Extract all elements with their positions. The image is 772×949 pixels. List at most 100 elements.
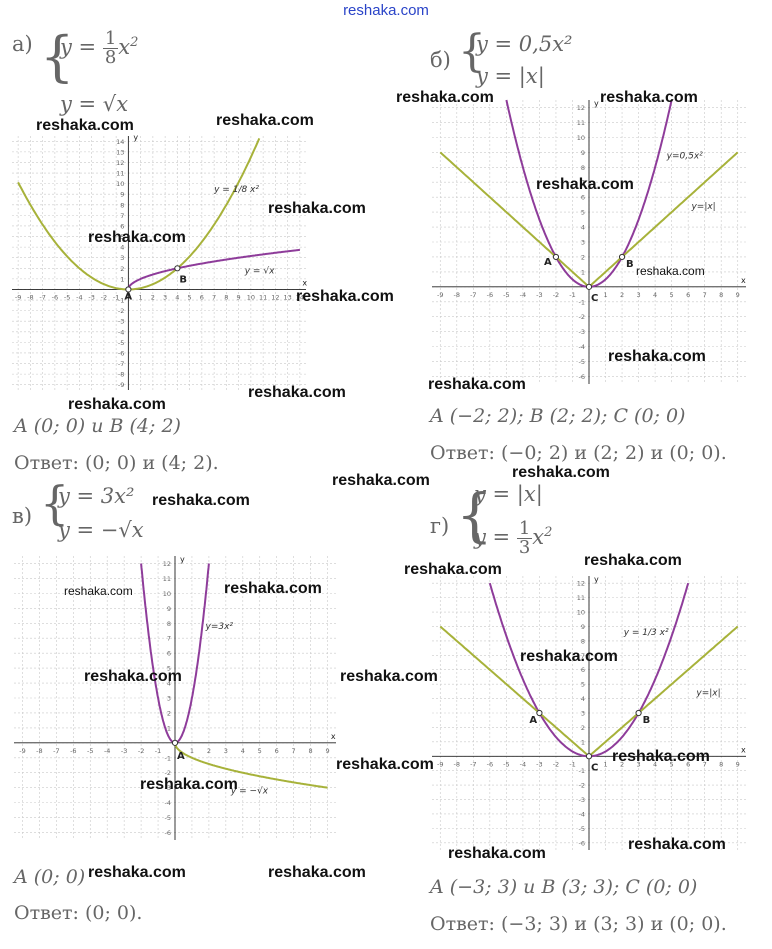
x-tick-label: -1: [155, 747, 161, 755]
x-tick-label: 13: [283, 293, 291, 301]
x-tick-label: -4: [104, 747, 110, 755]
watermark: reshaka.com: [600, 89, 698, 106]
eq-lhs: y =: [60, 35, 97, 59]
eq-var: x: [532, 525, 545, 549]
x-tick-label: 11: [259, 293, 267, 301]
equation-1: y = |x|: [474, 482, 543, 506]
y-tick-label: 4: [581, 695, 585, 703]
watermark: reshaka.com: [536, 176, 634, 193]
y-tick-label: -4: [118, 328, 124, 336]
y-tick-label: 1: [581, 738, 585, 746]
x-tick-label: 5: [258, 747, 262, 755]
watermark: reshaka.com: [268, 200, 366, 217]
y-tick-label: 5: [167, 665, 171, 673]
y-tick-label: 6: [120, 222, 124, 230]
x-tick-label: -6: [487, 760, 493, 768]
watermark: reshaka.com: [448, 845, 546, 862]
x-tick-label: -1: [569, 760, 575, 768]
graph-b: xy-9 -8 -7 -6 -5 -4 -3 -2 -1 1 2 3 4 5 6 7 8 9-6-5-4-3-2-…: [432, 99, 746, 384]
x-tick-label: 3: [224, 747, 228, 755]
y-tick-label: -3: [165, 784, 171, 792]
watermark: reshaka.com: [296, 288, 394, 305]
y-tick-label: -6: [118, 349, 124, 357]
y-tick-label: 2: [120, 265, 124, 273]
watermark: reshaka.com: [36, 117, 134, 134]
equation-2: y = |x|: [476, 64, 545, 88]
y-tick-label: -1: [579, 767, 585, 775]
site-header[interactable]: reshaka.com: [343, 2, 429, 19]
intersection-point: [552, 253, 560, 261]
y-tick-label: -4: [579, 810, 585, 818]
intersection-points: A (−2; 2); B (2; 2); C (0; 0): [430, 405, 686, 427]
watermark: reshaka.com: [612, 748, 710, 765]
x-tick-label: 7: [703, 760, 707, 768]
x-tick-label: -1: [113, 293, 119, 301]
intersection-point: [174, 265, 181, 272]
answer: Ответ: (0; 0) и (4; 2).: [14, 452, 219, 474]
y-tick-label: -4: [165, 799, 171, 807]
x-tick-label: 1: [603, 291, 607, 299]
y-tick-label: 7: [120, 212, 124, 220]
brace: {: [456, 481, 493, 549]
eq-lhs: y =: [474, 525, 511, 549]
point-label: A: [124, 291, 132, 302]
watermark: reshaka.com: [268, 864, 366, 881]
y-tick-label: -1: [579, 298, 585, 306]
watermark: reshaka.com: [520, 648, 618, 665]
denominator: 3: [518, 537, 531, 558]
x-tick-label: 9: [237, 293, 241, 301]
intersection-points: A (0; 0): [14, 866, 86, 888]
y-tick-label: -2: [579, 313, 585, 321]
y-tick-label: 13: [116, 148, 124, 156]
y-axis-label: y: [594, 99, 599, 108]
equation-1: y = 0,5x²: [476, 32, 573, 56]
x-tick-label: -6: [487, 291, 493, 299]
x-tick-label: -4: [520, 291, 526, 299]
y-tick-label: 9: [167, 605, 171, 613]
x-tick-label: -3: [121, 747, 127, 755]
y-tick-label: -2: [118, 307, 124, 315]
y-tick-label: -6: [165, 829, 171, 837]
x-tick-label: -3: [536, 291, 542, 299]
x-tick-label: -6: [52, 293, 58, 301]
x-tick-label: -9: [437, 760, 443, 768]
watermark: reshaka.com: [84, 668, 182, 685]
watermark: reshaka.com: [68, 396, 166, 413]
y-tick-label: -5: [165, 814, 171, 822]
point-label: B: [643, 715, 651, 726]
y-tick-label: 9: [581, 623, 585, 631]
y-tick-label: 10: [163, 590, 171, 598]
y-tick-label: 7: [167, 635, 171, 643]
y-tick-label: 12: [163, 560, 171, 568]
y-tick-label: -9: [118, 381, 124, 389]
letter-text: б): [430, 48, 451, 72]
x-tick-label: -5: [503, 760, 509, 768]
x-tick-label: 2: [151, 293, 155, 301]
series-label: y = 1/3 x²: [623, 628, 669, 638]
y-tick-label: -6: [579, 839, 585, 847]
x-tick-label: -7: [470, 760, 476, 768]
watermark: reshaka.com: [152, 492, 250, 509]
intersection-point: [585, 283, 593, 290]
problem-letter: а): [12, 32, 33, 56]
y-tick-label: 11: [577, 594, 585, 602]
x-axis-label: x: [331, 732, 336, 741]
y-tick-label: 11: [163, 575, 171, 583]
equation-1: y = 3x²: [58, 484, 135, 508]
watermark: reshaka.com: [396, 89, 494, 106]
x-tick-label: -2: [553, 291, 559, 299]
watermark: reshaka.com: [584, 552, 682, 569]
y-tick-label: -2: [165, 769, 171, 777]
x-tick-label: -5: [87, 747, 93, 755]
point-label: A: [529, 715, 537, 726]
x-tick-label: 5: [188, 293, 192, 301]
watermark: reshaka.com: [404, 561, 502, 578]
x-tick-label: -7: [53, 747, 59, 755]
x-tick-label: 10: [247, 293, 255, 301]
y-tick-label: -2: [579, 782, 585, 790]
watermark: reshaka.com: [336, 756, 434, 773]
x-tick-label: -8: [454, 291, 460, 299]
watermark: reshaka.com: [340, 668, 438, 685]
y-tick-label: -3: [579, 328, 585, 336]
